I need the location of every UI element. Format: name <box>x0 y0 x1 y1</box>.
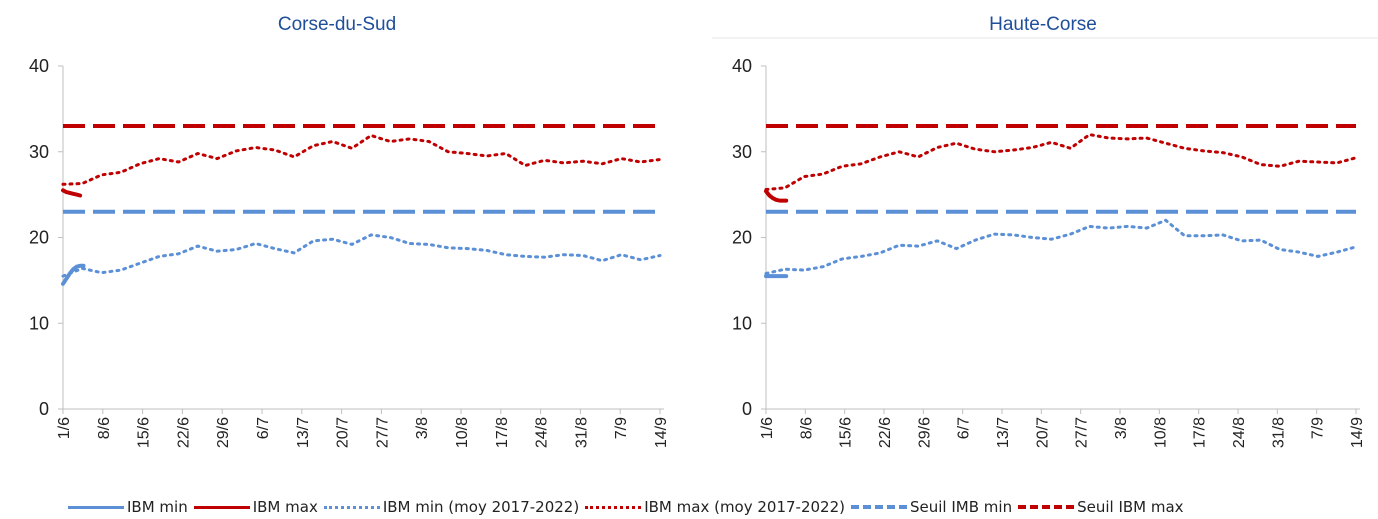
y-tick-label: 20 <box>732 228 752 248</box>
y-tick-label: 10 <box>29 313 49 333</box>
ibm-max-line <box>61 188 83 198</box>
legend-swatch-seuil-min <box>851 505 907 509</box>
legend: IBM min IBM max IBM min (moy 2017-2022) … <box>68 497 1190 517</box>
y-tick-label: 0 <box>742 399 752 419</box>
x-tick-label: 13/7 <box>295 417 312 448</box>
x-tick-label: 29/6 <box>916 417 933 448</box>
legend-label-ibm-max-moy: IBM max (moy 2017-2022) <box>644 498 845 516</box>
x-tick-label: 29/6 <box>215 417 232 448</box>
x-tick-label: 27/7 <box>374 417 391 448</box>
legend-swatch-ibm-min-moy <box>323 505 380 509</box>
x-tick-label: 1/6 <box>759 417 776 439</box>
ibm-min-moy-line <box>61 233 662 278</box>
x-tick-label: 6/7 <box>255 417 272 439</box>
x-tick-label: 15/6 <box>838 417 855 448</box>
x-tick-label: 8/6 <box>798 417 815 439</box>
legend-item-ibm-min-moy: IBM min (moy 2017-2022) <box>323 498 580 516</box>
y-tick-label: 30 <box>29 142 49 162</box>
x-tick-label: 14/9 <box>653 417 670 448</box>
x-tick-label: 31/8 <box>1270 417 1287 448</box>
x-tick-label: 27/7 <box>1074 417 1091 448</box>
x-tick-label: 20/7 <box>1034 417 1051 448</box>
y-tick-label: 40 <box>732 56 752 76</box>
y-tick-label: 20 <box>29 228 49 248</box>
legend-swatch-ibm-max-moy <box>585 505 642 509</box>
x-tick-label: 31/8 <box>573 417 590 448</box>
ibm-max-moy-line <box>61 133 662 186</box>
x-tick-label: 24/8 <box>534 417 551 448</box>
legend-label-ibm-min: IBM min <box>127 498 188 516</box>
charts-canvas: 0 10 20 30 40 1/6 8/6 15/6 22/6 29/6 6/7 13/7 20/7 27… <box>29 37 1378 448</box>
x-tick-label: 14/9 <box>1349 417 1366 448</box>
x-tick-label: 6/7 <box>956 417 973 439</box>
y-tick-label: 0 <box>39 399 49 419</box>
y-tick-label: 40 <box>29 56 49 76</box>
x-tick-label: 22/6 <box>877 417 894 448</box>
legend-label-seuil-min: Seuil IMB min <box>910 498 1013 516</box>
legend-item-seuil-min: Seuil IMB min <box>851 498 1012 516</box>
legend-item-ibm-max: IBM max <box>193 498 318 516</box>
x-tick-label: 24/8 <box>1231 417 1248 448</box>
chart-title-haute-corse: Haute-Corse <box>989 14 1097 35</box>
x-tick-label: 3/8 <box>1113 417 1130 439</box>
ibm-min-moy-line <box>764 218 1358 275</box>
x-tick-label: 8/6 <box>96 417 113 439</box>
x-tick-label: 3/8 <box>414 417 431 439</box>
legend-item-ibm-max-moy: IBM max (moy 2017-2022) <box>585 498 845 516</box>
legend-item-seuil-max: Seuil IBM max <box>1018 498 1184 516</box>
x-tick-label: 7/9 <box>613 417 630 439</box>
y-tick-label: 10 <box>732 313 752 333</box>
ibm-max-line <box>764 189 789 203</box>
x-tick-label: 20/7 <box>335 417 352 448</box>
x-tick-label: 1/6 <box>56 417 73 439</box>
x-tick-label: 22/6 <box>175 417 192 448</box>
x-tick-label: 15/6 <box>136 417 153 448</box>
x-tick-label: 17/8 <box>1192 417 1209 448</box>
legend-item-ibm-min: IBM min <box>68 498 188 516</box>
ibm-max-moy-line <box>764 133 1358 191</box>
x-tick-label: 7/9 <box>1310 417 1327 439</box>
legend-label-seuil-max: Seuil IBM max <box>1077 498 1184 516</box>
x-tick-label: 10/8 <box>1152 417 1169 448</box>
y-tick-label: 30 <box>732 142 752 162</box>
x-tick-label: 10/8 <box>454 417 471 448</box>
ibm-min-line <box>61 263 86 286</box>
x-tick-label: 17/8 <box>494 417 511 448</box>
legend-swatch-seuil-max <box>1018 505 1075 509</box>
x-tick-label: 13/7 <box>995 417 1012 448</box>
legend-swatch-ibm-min <box>68 505 124 509</box>
legend-label-ibm-max: IBM max <box>252 498 318 516</box>
legend-swatch-ibm-max <box>193 505 250 509</box>
legend-label-ibm-min-moy: IBM min (moy 2017-2022) <box>382 498 580 516</box>
chart-title-corse-du-sud: Corse-du-Sud <box>277 14 397 35</box>
